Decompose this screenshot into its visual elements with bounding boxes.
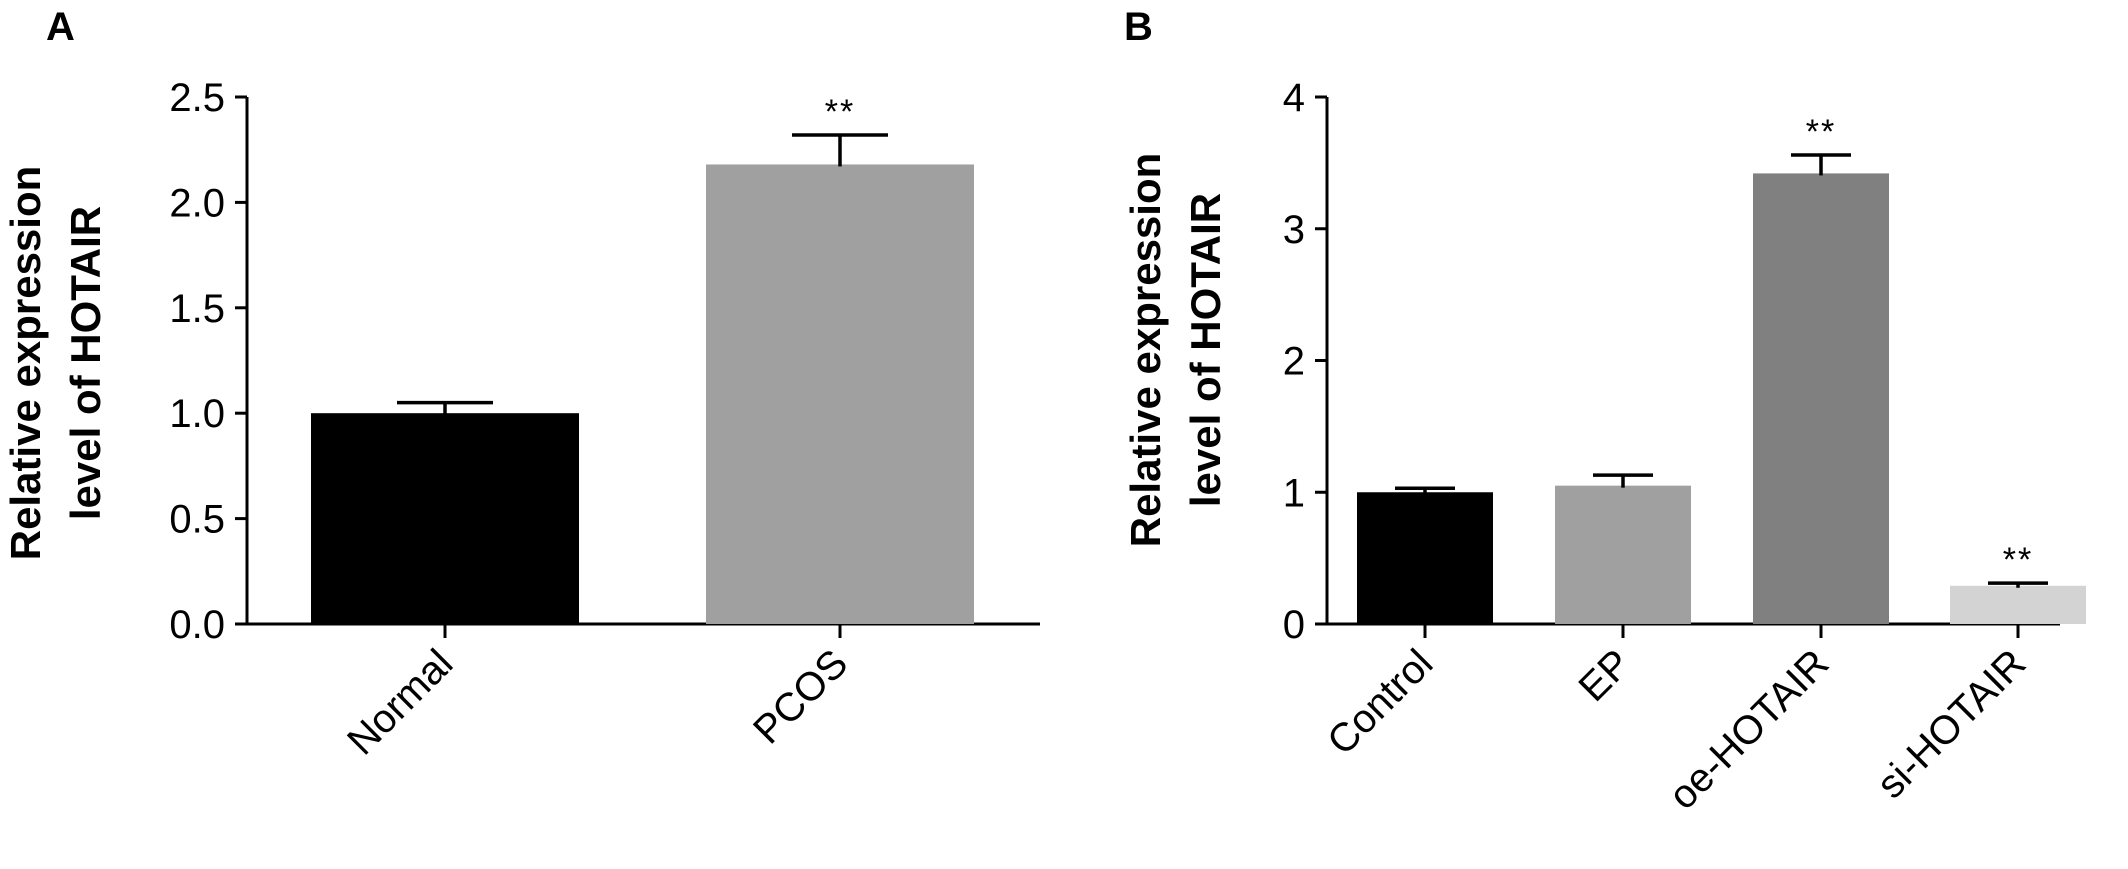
- y-tick-label-a: 2.5: [169, 76, 225, 120]
- y-tick-label-b: 0: [1283, 603, 1305, 647]
- category-label-a: Normal: [339, 641, 461, 763]
- panel-a: A Relative expression level of HOTAIR 0.…: [2, 5, 1040, 764]
- category-label-a: PCOS: [745, 641, 856, 752]
- significance-marker-a: **: [825, 93, 855, 131]
- panel-letter-a: A: [46, 5, 75, 49]
- bar-a: [706, 164, 974, 624]
- panel-b: B Relative expression level of HOTAIR 0 1…: [1122, 5, 2086, 818]
- category-label-b: Control: [1319, 641, 1441, 763]
- y-tick-label-b: 3: [1283, 208, 1305, 252]
- bar-b: [1950, 585, 2086, 624]
- y-tick-label-a: 2.0: [169, 181, 225, 225]
- category-label-b: oe-HOTAIR: [1661, 641, 1838, 818]
- y-tick-label-a: 1.5: [169, 287, 225, 331]
- significance-marker-b: **: [2003, 541, 2033, 579]
- y-tick-label-b: 4: [1283, 76, 1305, 120]
- category-label-b: EP: [1571, 641, 1640, 710]
- y-tick-label-a: 0.0: [169, 603, 225, 647]
- y-axis-label-b-line1: Relative expression: [1122, 153, 1169, 548]
- bar-b: [1357, 492, 1493, 624]
- plot-area-a: 0.0 0.5 1.0 1.5 2.0 2.5 Normal ** PCOS: [169, 76, 1040, 764]
- y-tick-label-b: 1: [1283, 471, 1305, 515]
- y-axis-label-a-line1: Relative expression: [2, 166, 49, 561]
- category-label-b: si-HOTAIR: [1869, 641, 2035, 807]
- y-axis-label-a-line2: level of HOTAIR: [62, 206, 109, 520]
- y-tick-label-b: 2: [1283, 340, 1305, 384]
- panel-letter-b: B: [1124, 5, 1153, 49]
- y-tick-label-a: 0.5: [169, 498, 225, 542]
- bar-b: [1753, 173, 1889, 625]
- plot-area-b: 0 1 2 3 4 Control EP ** oe-HOTAIR ** si-HOTAIR: [1283, 76, 2086, 818]
- y-tick-label-a: 1.0: [169, 392, 225, 436]
- bar-b: [1555, 485, 1691, 624]
- significance-marker-b: **: [1806, 113, 1836, 151]
- bar-a: [311, 413, 579, 624]
- y-axis-label-b-line2: level of HOTAIR: [1182, 193, 1229, 507]
